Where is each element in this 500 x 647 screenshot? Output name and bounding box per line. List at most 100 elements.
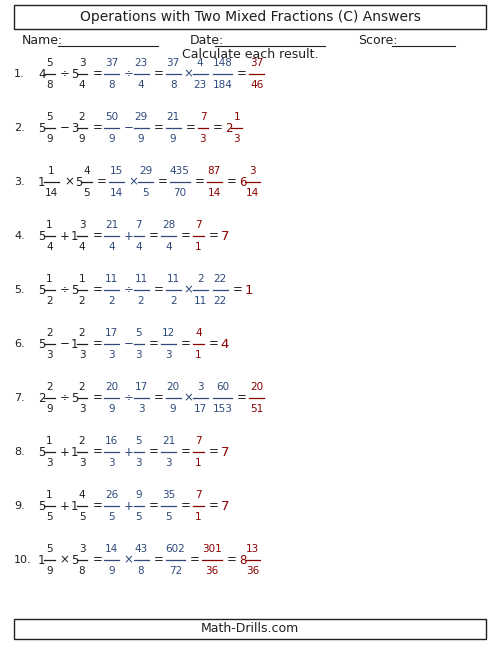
Bar [14, 5, 486, 29]
Text: =: = [158, 175, 168, 188]
Text: 8: 8 [78, 565, 86, 575]
Text: +: + [60, 446, 70, 459]
Text: 1: 1 [195, 457, 202, 468]
Text: 148: 148 [212, 58, 233, 69]
Text: 5: 5 [46, 113, 52, 122]
Text: =: = [149, 499, 159, 512]
Text: =: = [92, 67, 102, 80]
Text: =: = [208, 446, 218, 459]
Text: =: = [226, 175, 236, 188]
Text: 43: 43 [134, 545, 147, 554]
Text: +: + [124, 230, 134, 243]
Text: 3: 3 [78, 349, 86, 360]
Text: 3: 3 [200, 133, 206, 144]
Text: 5: 5 [70, 553, 78, 567]
Text: 2: 2 [78, 437, 86, 446]
Text: ×: × [184, 391, 194, 404]
Text: ×: × [184, 67, 194, 80]
Text: 1: 1 [46, 437, 52, 446]
Text: 4: 4 [197, 58, 203, 69]
Text: 14: 14 [208, 188, 221, 197]
Text: 5: 5 [38, 338, 46, 351]
Text: 5: 5 [38, 283, 46, 296]
Text: 3: 3 [166, 457, 172, 468]
Text: −: − [124, 122, 134, 135]
Text: ÷: ÷ [124, 67, 134, 80]
Text: Calculate each result.: Calculate each result. [182, 49, 318, 61]
Text: 2: 2 [46, 382, 52, 393]
Text: +: + [60, 230, 70, 243]
Text: +: + [124, 499, 134, 512]
Text: 1.: 1. [14, 69, 24, 79]
Text: 9: 9 [170, 404, 176, 413]
Text: 7.: 7. [14, 393, 25, 403]
Text: 4.: 4. [14, 231, 25, 241]
Text: 5: 5 [142, 188, 149, 197]
Text: ÷: ÷ [60, 391, 70, 404]
Text: ÷: ÷ [60, 283, 70, 296]
Text: 1: 1 [245, 283, 254, 296]
Text: 8.: 8. [14, 447, 25, 457]
Text: ×: × [60, 553, 70, 567]
Text: 2: 2 [108, 296, 115, 305]
Text: Operations with Two Mixed Fractions (C) Answers: Operations with Two Mixed Fractions (C) … [80, 10, 420, 24]
Text: 3.: 3. [14, 177, 24, 187]
Text: 3: 3 [46, 457, 52, 468]
Text: 5: 5 [136, 512, 142, 521]
Text: 17: 17 [134, 382, 147, 393]
Text: 36: 36 [246, 565, 259, 575]
Text: 8: 8 [108, 80, 115, 89]
Text: =: = [154, 391, 164, 404]
Text: 8: 8 [138, 565, 144, 575]
Text: +: + [60, 499, 70, 512]
Text: =: = [92, 553, 102, 567]
Text: =: = [237, 67, 247, 80]
Text: 3: 3 [234, 133, 240, 144]
Bar [14, 619, 486, 639]
Text: 2: 2 [46, 329, 52, 338]
Text: 11: 11 [106, 274, 118, 285]
Text: =: = [213, 122, 223, 135]
Text: 2: 2 [138, 296, 144, 305]
Text: 50: 50 [106, 113, 118, 122]
Text: 4: 4 [138, 80, 144, 89]
Text: 5: 5 [38, 122, 46, 135]
Text: 11: 11 [134, 274, 147, 285]
Text: 1: 1 [46, 221, 52, 230]
Text: 2: 2 [46, 296, 52, 305]
Text: =: = [154, 553, 164, 567]
Text: 14: 14 [106, 545, 118, 554]
Text: ×: × [128, 175, 138, 188]
Text: =: = [208, 499, 218, 512]
Text: 1: 1 [46, 490, 52, 501]
Text: ÷: ÷ [124, 391, 134, 404]
Text: 13: 13 [246, 545, 259, 554]
Text: 9: 9 [108, 565, 115, 575]
Text: 20: 20 [166, 382, 179, 393]
Text: 3: 3 [70, 122, 78, 135]
Text: 87: 87 [208, 166, 221, 177]
Text: 1: 1 [70, 499, 78, 512]
Text: =: = [154, 122, 164, 135]
Text: 11: 11 [166, 274, 179, 285]
Text: 51: 51 [250, 404, 264, 413]
Text: 21: 21 [166, 113, 179, 122]
Text: 435: 435 [170, 166, 190, 177]
Text: 5: 5 [38, 230, 46, 243]
Text: 1: 1 [195, 512, 202, 521]
Text: 35: 35 [162, 490, 175, 501]
Text: 3: 3 [197, 382, 203, 393]
Text: =: = [92, 446, 102, 459]
Text: 8: 8 [239, 553, 246, 567]
Text: 2: 2 [170, 296, 176, 305]
Text: 3: 3 [108, 349, 115, 360]
Text: 4: 4 [83, 166, 90, 177]
Text: 37: 37 [250, 58, 264, 69]
Text: 6: 6 [239, 175, 246, 188]
Text: Math-Drills.com: Math-Drills.com [201, 622, 299, 635]
Text: =: = [232, 283, 242, 296]
Text: 9: 9 [46, 565, 52, 575]
Text: 2: 2 [38, 391, 46, 404]
Text: 4: 4 [78, 490, 86, 501]
Text: 5: 5 [70, 283, 78, 296]
